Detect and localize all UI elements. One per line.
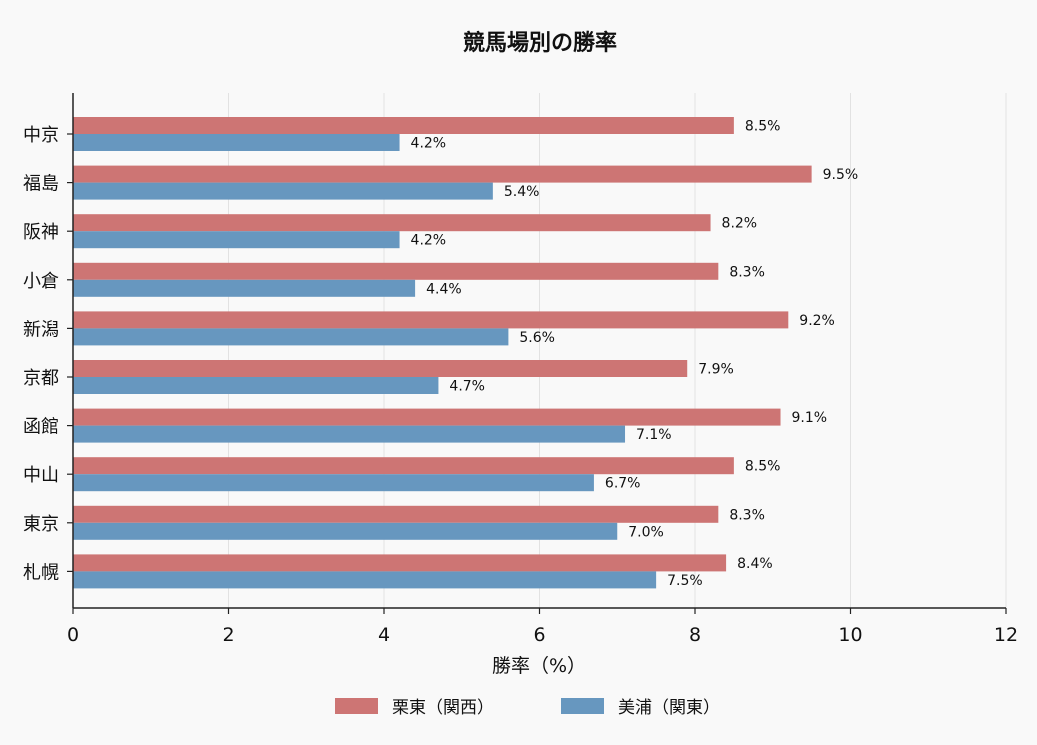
bar-miho	[73, 377, 439, 394]
y-tick-label: 阪神	[23, 222, 59, 243]
bar-ritto	[73, 457, 734, 475]
value-label: 5.6%	[519, 330, 555, 346]
x-tick-label: 12	[994, 624, 1018, 646]
value-label: 7.1%	[636, 427, 672, 443]
bar-ritto	[73, 214, 711, 232]
x-tick-label: 6	[533, 624, 545, 646]
bar-ritto	[73, 554, 727, 572]
value-label: 8.3%	[729, 507, 765, 523]
value-label: 8.3%	[729, 264, 765, 280]
value-label: 7.0%	[628, 524, 664, 540]
bar-miho	[73, 328, 509, 346]
x-tick-label: 8	[689, 624, 701, 646]
value-label: 4.2%	[411, 136, 447, 152]
bar-ritto	[73, 505, 719, 523]
value-labels: 8.5% 4.2% 9.5% 5.4% 8.2% 4.2% 8.3% 4.4% 9.2% 5.6%…	[411, 119, 859, 589]
value-label: 4.4%	[426, 281, 462, 297]
x-axis-label: 勝率（%）	[492, 655, 586, 677]
bar-miho	[73, 279, 416, 297]
y-tick-label: 京都	[23, 368, 59, 389]
value-label: 4.7%	[449, 379, 485, 395]
value-label: 5.4%	[504, 184, 540, 200]
x-tick-label: 10	[838, 624, 862, 646]
bar-miho	[73, 134, 400, 151]
legend-label: 栗東（関西）	[392, 698, 494, 718]
bars	[73, 117, 812, 589]
y-tick-label: 函館	[23, 417, 59, 438]
y-tick-label: 中山	[23, 465, 59, 486]
legend-swatch	[335, 698, 378, 714]
bar-miho	[73, 522, 618, 540]
bar-ritto	[73, 311, 789, 329]
value-label: 8.5%	[745, 119, 781, 135]
value-label: 9.1%	[792, 410, 828, 426]
value-label: 7.5%	[667, 573, 703, 589]
y-tick-label: 福島	[23, 174, 59, 195]
value-label: 9.5%	[823, 167, 859, 183]
bar-ritto	[73, 360, 688, 377]
value-label: 9.2%	[799, 313, 835, 329]
bar-ritto	[73, 117, 734, 134]
bar-miho	[73, 231, 400, 249]
legend: 栗東（関西） 美浦（関東）	[335, 698, 720, 718]
legend-swatch	[561, 698, 604, 714]
y-tick-label: 小倉	[23, 271, 59, 292]
x-tick-label: 2	[222, 624, 234, 646]
bar-ritto	[73, 408, 781, 426]
y-tick-label: 東京	[23, 514, 59, 535]
legend-label: 美浦（関東）	[618, 698, 720, 718]
bar-miho	[73, 474, 594, 492]
x-tick-label: 4	[378, 624, 390, 646]
value-label: 4.2%	[411, 233, 447, 249]
bar-ritto	[73, 262, 719, 280]
value-label: 6.7%	[605, 476, 641, 492]
value-label: 8.4%	[737, 556, 773, 572]
chart-title: 競馬場別の勝率	[463, 30, 617, 56]
bar-miho	[73, 182, 493, 200]
value-label: 8.2%	[722, 216, 758, 232]
y-tick-label: 中京	[23, 125, 59, 146]
y-tick-label: 新潟	[23, 319, 59, 340]
bar-ritto	[73, 165, 812, 183]
bar-miho	[73, 425, 626, 443]
y-tick-label: 札幌	[23, 562, 59, 583]
bar-miho	[73, 571, 657, 589]
value-label: 7.9%	[698, 362, 734, 378]
x-tick-label: 0	[67, 624, 79, 646]
value-label: 8.5%	[745, 459, 781, 475]
